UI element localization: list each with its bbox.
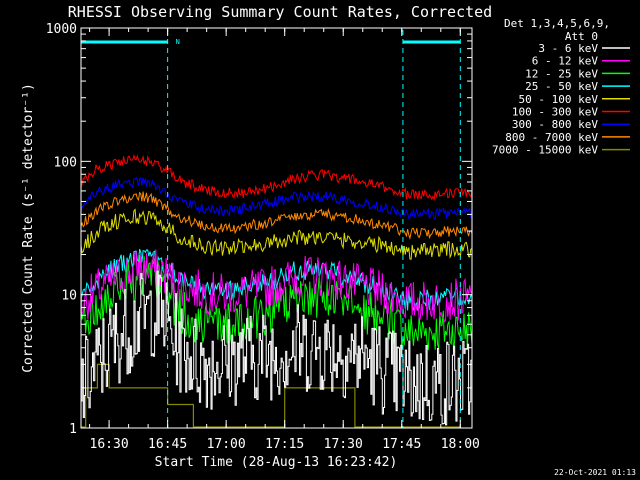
legend-label-25-50-kev: 25 - 50 keV — [525, 80, 598, 93]
legend-header-attenuator: Att 0 — [565, 30, 598, 43]
x-tick-label-17:45: 17:45 — [382, 437, 421, 452]
legend-label-800-7000-kev: 800 - 7000 keV — [505, 131, 598, 144]
x-tick-label-17:15: 17:15 — [265, 437, 304, 452]
series-7000-15000-kev — [81, 363, 461, 428]
legend-label-100-300-kev: 100 - 300 keV — [512, 106, 598, 119]
y-tick-label-100: 100 — [54, 155, 77, 170]
x-axis: 16:30 16:45 17:00 17:15 17:30 17:45 18:00 — [89, 28, 480, 452]
y-tick-label-1: 1 — [69, 422, 77, 437]
legend-label-7000-15000-kev: 7000 - 15000 keV — [492, 144, 598, 157]
x-tick-label-17:30: 17:30 — [324, 437, 363, 452]
series-800-7000-kev — [80, 191, 473, 240]
series-6-12-kev — [80, 249, 473, 323]
plot-frame — [80, 27, 473, 429]
series-layer — [80, 153, 473, 428]
legend-label-50-100-kev: 50 - 100 keV — [519, 93, 599, 106]
legend-header-detectors: Det 1,3,4,5,6,9, — [504, 17, 610, 30]
x-axis-label: Start Time (28-Aug-13 16:23:42) — [155, 455, 398, 470]
x-tick-label-18:00: 18:00 — [441, 437, 480, 452]
chart-title: RHESSI Observing Summary Count Rates, Co… — [68, 3, 492, 21]
y-axis-label: Corrected Count Rate (s⁻¹ detector⁻¹) — [21, 83, 36, 373]
legend-label-6-12-kev: 6 - 12 keV — [532, 55, 599, 68]
series-300-800-kev — [80, 176, 473, 220]
legend-label-3-6-kev: 3 - 6 keV — [538, 42, 598, 55]
footer-date: 22-Oct-2021 01:13 — [554, 468, 636, 477]
x-tick-label-16:30: 16:30 — [90, 437, 129, 452]
series-50-100-kev — [80, 208, 473, 260]
y-tick-label-1000: 1000 — [46, 22, 77, 37]
legend-label-12-25-kev: 12 - 25 keV — [525, 67, 598, 80]
series-3-6-kev — [81, 270, 473, 426]
legend-label-300-800-kev: 300 - 800 keV — [512, 118, 598, 131]
x-tick-label-17:00: 17:00 — [207, 437, 246, 452]
y-tick-label-10: 10 — [61, 289, 77, 304]
series-25-50-kev — [80, 248, 473, 312]
x-tick-label-16:45: 16:45 — [148, 437, 187, 452]
night-marker-label: N — [176, 38, 180, 46]
y-axis: 1 10 100 1000 — [46, 22, 472, 437]
series-100-300-kev — [80, 153, 473, 202]
